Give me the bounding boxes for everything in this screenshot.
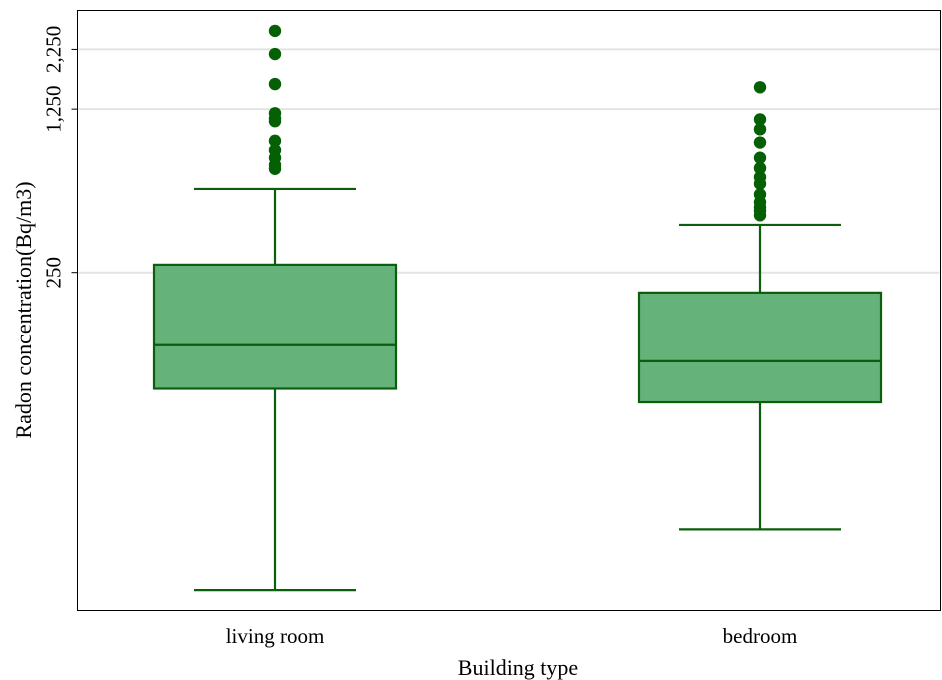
outlier-point: [268, 143, 282, 157]
box-bedroom: [637, 81, 883, 531]
outlier-point: [753, 161, 767, 175]
y-tick-label: 250: [42, 257, 66, 289]
y-tick-label: 1,250: [42, 86, 66, 133]
y-tick-label: 2,250: [42, 26, 66, 73]
x-axis-label: Building type: [458, 655, 578, 680]
outlier-point: [753, 123, 767, 136]
box-living-room: [152, 24, 398, 592]
plot-area-frame: [77, 10, 941, 611]
outlier-point: [753, 81, 767, 94]
x-axis-ticks: living room bedroom: [226, 624, 798, 648]
outlier-point: [753, 151, 767, 164]
outlier-point: [753, 170, 767, 184]
outlier-point: [753, 188, 767, 201]
outlier-point: [268, 77, 282, 91]
outlier-point: [753, 113, 767, 126]
y-axis-label: Radon concentration(Bq/m3): [11, 181, 36, 438]
y-axis-ticks: 250 1,250 2,250: [42, 26, 78, 289]
interquartile-box: [637, 291, 883, 404]
outlier-point: [753, 136, 767, 149]
x-tick-label: living room: [226, 624, 325, 648]
outlier-point: [268, 47, 282, 61]
boxes: [152, 24, 883, 592]
gridlines: [78, 48, 940, 274]
outlier-point: [268, 107, 282, 120]
outlier-point: [268, 24, 282, 38]
interquartile-box: [152, 263, 398, 390]
x-tick-label: bedroom: [723, 624, 798, 648]
outlier-point: [268, 134, 282, 148]
